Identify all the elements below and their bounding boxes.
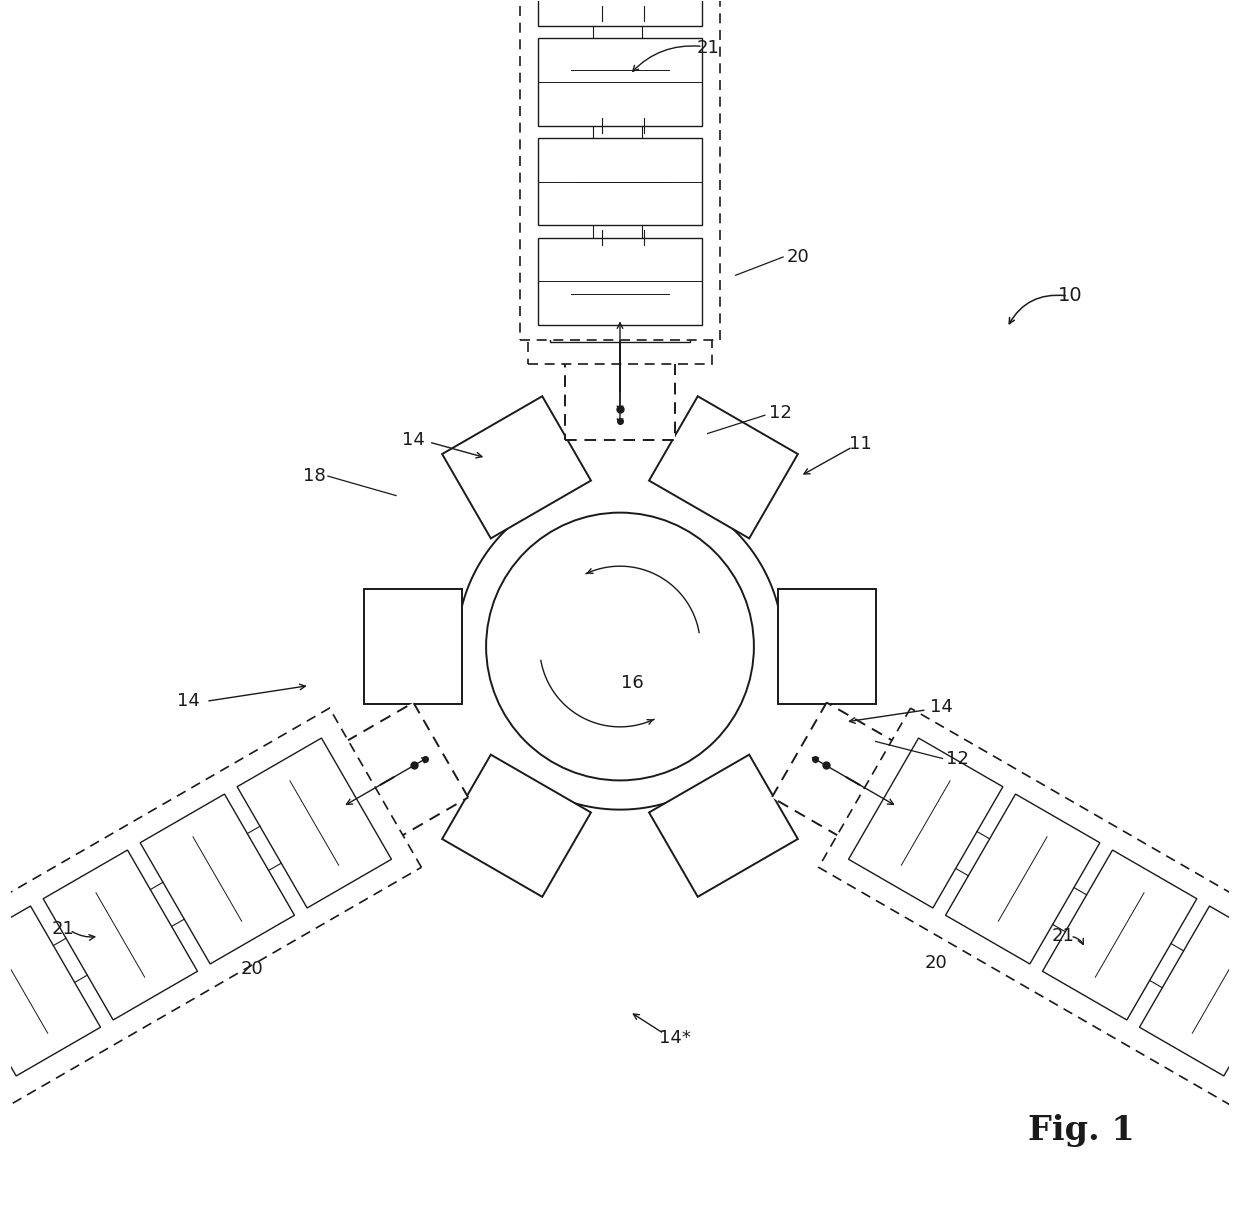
- Text: 14: 14: [177, 692, 200, 710]
- Polygon shape: [771, 703, 954, 870]
- Text: 12: 12: [946, 749, 970, 767]
- Polygon shape: [789, 761, 838, 811]
- Polygon shape: [0, 708, 422, 1105]
- Polygon shape: [538, 138, 702, 226]
- Text: 21: 21: [697, 39, 719, 56]
- Polygon shape: [1043, 850, 1197, 1020]
- Text: 20: 20: [924, 954, 947, 972]
- Text: 14: 14: [930, 698, 954, 716]
- Polygon shape: [946, 794, 1100, 964]
- Polygon shape: [1140, 906, 1240, 1076]
- Text: 21: 21: [1052, 927, 1075, 946]
- Polygon shape: [551, 245, 689, 343]
- Polygon shape: [848, 738, 1003, 908]
- Polygon shape: [520, 0, 720, 340]
- Polygon shape: [818, 708, 1240, 1105]
- Polygon shape: [43, 850, 197, 1020]
- Text: 20: 20: [786, 248, 810, 266]
- Polygon shape: [580, 390, 616, 427]
- Text: 21: 21: [52, 920, 74, 938]
- Polygon shape: [538, 238, 702, 326]
- Text: 14*: 14*: [658, 1030, 691, 1048]
- Text: 16: 16: [621, 673, 644, 692]
- Text: 12: 12: [769, 404, 791, 422]
- Polygon shape: [551, 133, 689, 231]
- Text: Fig. 1: Fig. 1: [1028, 1115, 1135, 1148]
- Text: 14: 14: [402, 431, 425, 449]
- Text: 11: 11: [849, 436, 872, 454]
- Polygon shape: [286, 703, 469, 870]
- Text: 18: 18: [303, 467, 325, 486]
- Polygon shape: [649, 396, 797, 538]
- Polygon shape: [365, 589, 461, 704]
- Polygon shape: [551, 0, 689, 6]
- Text: 20: 20: [241, 960, 264, 978]
- Polygon shape: [565, 294, 675, 439]
- Polygon shape: [649, 755, 797, 897]
- Polygon shape: [811, 721, 862, 771]
- Polygon shape: [443, 396, 591, 538]
- Polygon shape: [779, 589, 875, 704]
- Polygon shape: [140, 794, 294, 964]
- Polygon shape: [528, 0, 712, 364]
- Polygon shape: [401, 759, 450, 809]
- Polygon shape: [377, 719, 428, 769]
- Polygon shape: [443, 755, 591, 897]
- Polygon shape: [626, 390, 662, 427]
- Polygon shape: [0, 906, 100, 1076]
- Polygon shape: [538, 38, 702, 126]
- Polygon shape: [538, 0, 702, 26]
- Polygon shape: [237, 738, 392, 908]
- Text: 10: 10: [1058, 287, 1083, 305]
- Circle shape: [486, 512, 754, 781]
- Polygon shape: [551, 21, 689, 118]
